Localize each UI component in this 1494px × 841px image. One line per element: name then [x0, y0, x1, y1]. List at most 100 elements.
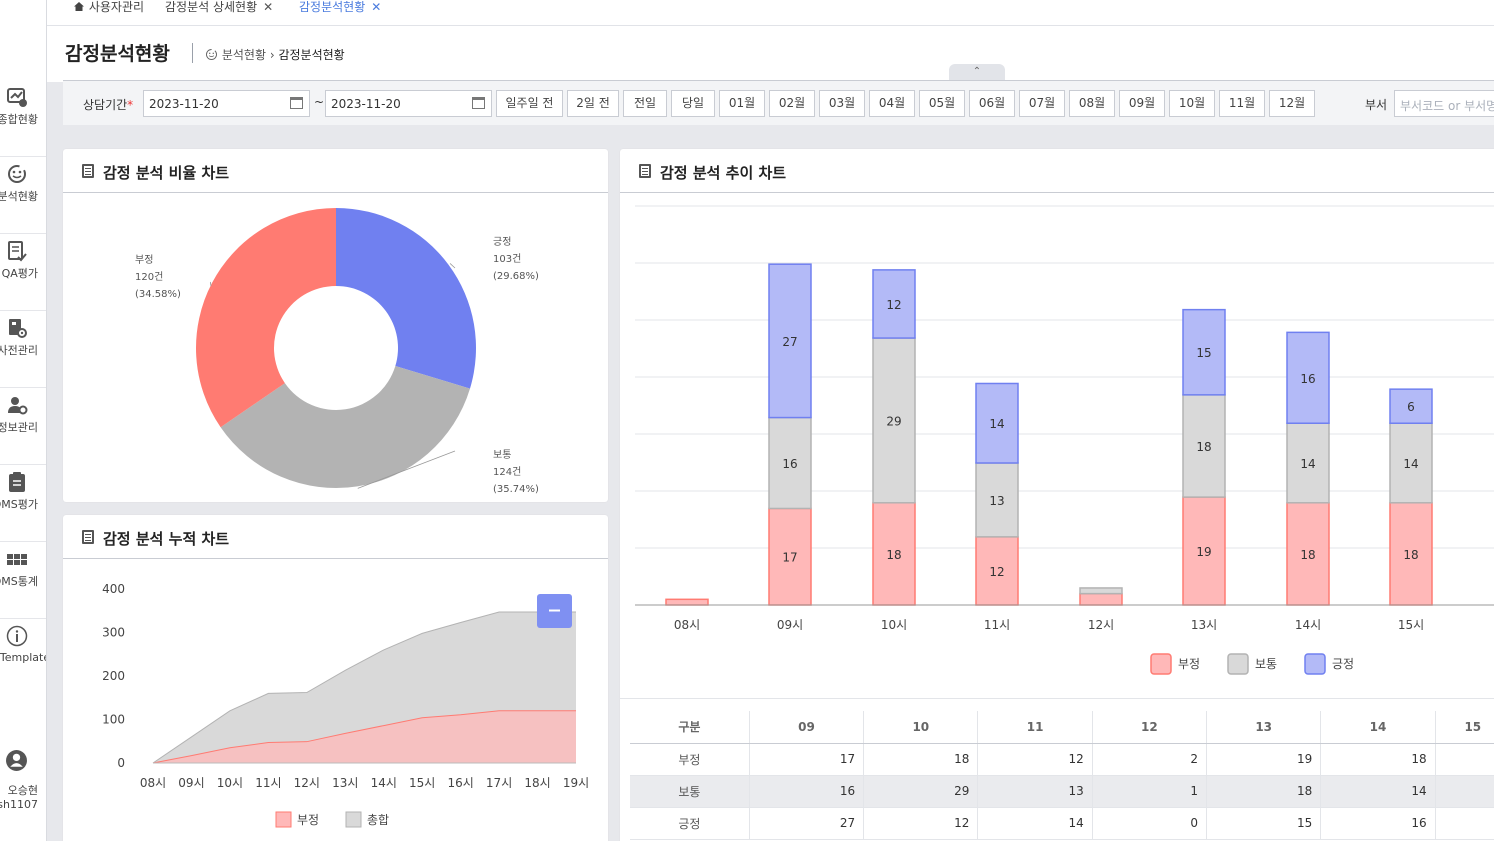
bar-value-label: 19: [1196, 545, 1211, 559]
end-date-input[interactable]: 2023-11-20: [325, 90, 492, 117]
quick-range-button[interactable]: 10월: [1169, 90, 1215, 117]
sidebar-item-qms-stats[interactable]: QMS통계: [0, 542, 46, 619]
bar-value-label: 27: [782, 335, 797, 349]
x-tick-label: 13시: [1191, 618, 1217, 632]
calendar-icon[interactable]: [472, 97, 485, 109]
stacked-bar-chart: 08시 17 16 27 09시 18 29 12 10시 12 13 14 11시 12시 19 18 15 1…: [635, 205, 1494, 675]
area-series-line: [152, 611, 576, 764]
table-cell: 1: [1091, 775, 1207, 807]
close-icon[interactable]: ✕: [371, 0, 382, 14]
x-tick-label: 11시: [984, 618, 1010, 632]
table-header-cell[interactable]: 12: [1091, 711, 1207, 744]
quick-range-button[interactable]: 05월: [919, 90, 965, 117]
pie-slice: [220, 365, 470, 488]
zoom-out-button[interactable]: [537, 594, 572, 628]
quick-range-button[interactable]: 2일 전: [567, 90, 619, 117]
legend-swatch: [1150, 653, 1172, 675]
sidebar-item-label: 정보관리: [0, 421, 38, 434]
bar-segment: [768, 416, 812, 510]
pie-leader-line: [357, 450, 456, 489]
document-check-icon: [8, 241, 27, 262]
bar-segment: [1286, 502, 1330, 606]
sentiment-cumulative-panel: 감정 분석 누적 차트 0 100 200 300 400 08시 09시 10시 11시 12시…: [63, 515, 608, 841]
clipboard-icon: [9, 472, 25, 492]
sidebar-item-label: 종합현황: [0, 113, 38, 126]
quick-range-button[interactable]: 02월: [769, 90, 815, 117]
title-divider: [192, 43, 193, 63]
x-tick-label: 15시: [1398, 618, 1424, 632]
bar-value-label: 15: [1196, 346, 1211, 360]
sidebar-item-template[interactable]: Template: [0, 619, 46, 705]
pie-percent: (34.58%): [135, 289, 181, 300]
table-cell: 보통: [630, 775, 750, 807]
breadcrumb-item[interactable]: 분석현황: [221, 48, 266, 62]
pie-count: 103건: [493, 253, 521, 265]
quick-range-button[interactable]: 전일: [623, 90, 667, 117]
home-icon: [74, 2, 84, 11]
pie-leader-line: [449, 263, 456, 269]
legend-label: 보통: [1255, 657, 1277, 671]
quick-range-button[interactable]: 09월: [1119, 90, 1165, 117]
calendar-icon[interactable]: [290, 97, 303, 109]
quick-range-button[interactable]: 일주일 전: [496, 90, 563, 117]
face-analysis-icon: [206, 49, 217, 60]
bar-value-label: 14: [1300, 457, 1315, 471]
dept-search-input[interactable]: 부서코드 or 부서명: [1394, 90, 1494, 117]
table-header-cell[interactable]: 구분: [630, 711, 750, 744]
chevron-up-icon: ⌃: [972, 66, 982, 77]
user-profile[interactable]: 오승현 osh1107: [0, 745, 46, 825]
tab-label: 감정분석현황: [299, 0, 366, 14]
sidebar-item-analysis[interactable]: 분석현황: [0, 157, 46, 234]
sidebar-item-info[interactable]: 정보관리: [0, 388, 46, 465]
table-header-cell[interactable]: 14: [1320, 711, 1436, 744]
quick-range-button[interactable]: 07월: [1019, 90, 1065, 117]
x-tick-label: 09시: [178, 776, 204, 790]
sidebar-item-qms-eval[interactable]: QMS평가: [0, 465, 46, 542]
sidebar-item-overview[interactable]: 종합현황: [0, 80, 46, 157]
sidebar-item-qa[interactable]: QA평가: [0, 234, 46, 311]
tab-user-management[interactable]: 사용자관리: [73, 0, 144, 16]
dept-label: 부서: [1365, 98, 1388, 112]
bar-segment: [665, 598, 709, 606]
area-series-line: [152, 710, 576, 764]
table-header-cell[interactable]: 11: [977, 711, 1093, 744]
table-cell: 16: [748, 775, 864, 807]
close-icon[interactable]: ✕: [263, 0, 274, 14]
x-tick-label: 09시: [777, 618, 803, 632]
quick-range-button[interactable]: 당일: [671, 90, 715, 117]
quick-range-button[interactable]: 03월: [819, 90, 865, 117]
table-row: 부정 17 18 12 2 19 18: [630, 743, 1494, 775]
quick-range-button[interactable]: 08월: [1069, 90, 1115, 117]
tab-sentiment-detail[interactable]: 감정분석 상세현황 ✕: [165, 0, 273, 16]
sidebar-item-label: QMS통계: [0, 575, 38, 588]
bar-segment: [1182, 394, 1226, 498]
bar-segment: [975, 536, 1019, 606]
quick-range-button[interactable]: 12월: [1269, 90, 1315, 117]
pie-count: 120건: [135, 271, 163, 283]
quick-range-button[interactable]: 11월: [1219, 90, 1265, 117]
table-header-cell[interactable]: 10: [863, 711, 978, 744]
x-tick-label: 17시: [486, 776, 512, 790]
breadcrumb-current: 감정분석현황: [278, 48, 345, 62]
quick-range-button[interactable]: 06월: [969, 90, 1015, 117]
table-header-cell[interactable]: 13: [1206, 711, 1321, 744]
table-cell: 부정: [678, 752, 701, 767]
panel-header: 감정 분석 추이 차트: [620, 149, 1494, 193]
bar-value-label: 12: [886, 298, 901, 312]
collapse-filter-button[interactable]: ⌃: [949, 64, 1005, 80]
quick-range-button[interactable]: 04월: [869, 90, 915, 117]
table-header-cell[interactable]: 09: [748, 711, 864, 744]
bar-segment: [1389, 502, 1433, 606]
bar-segment: [975, 382, 1019, 464]
quick-range-button[interactable]: 01월: [719, 90, 765, 117]
table-cell: 긍정: [678, 816, 701, 831]
period-label: 상담기간*: [83, 98, 134, 112]
tab-sentiment-status[interactable]: 감정분석현황 ✕: [299, 0, 381, 16]
legend-swatch: [1227, 653, 1249, 675]
info-icon: [6, 625, 28, 647]
table-header-cell[interactable]: 15: [1434, 711, 1494, 744]
breadcrumb: 분석현황 › 감정분석현황: [205, 46, 345, 63]
sidebar-item-dictionary[interactable]: 사전관리: [0, 311, 46, 388]
table-cell: 16: [1320, 807, 1436, 839]
start-date-input[interactable]: 2023-11-20: [143, 90, 310, 117]
